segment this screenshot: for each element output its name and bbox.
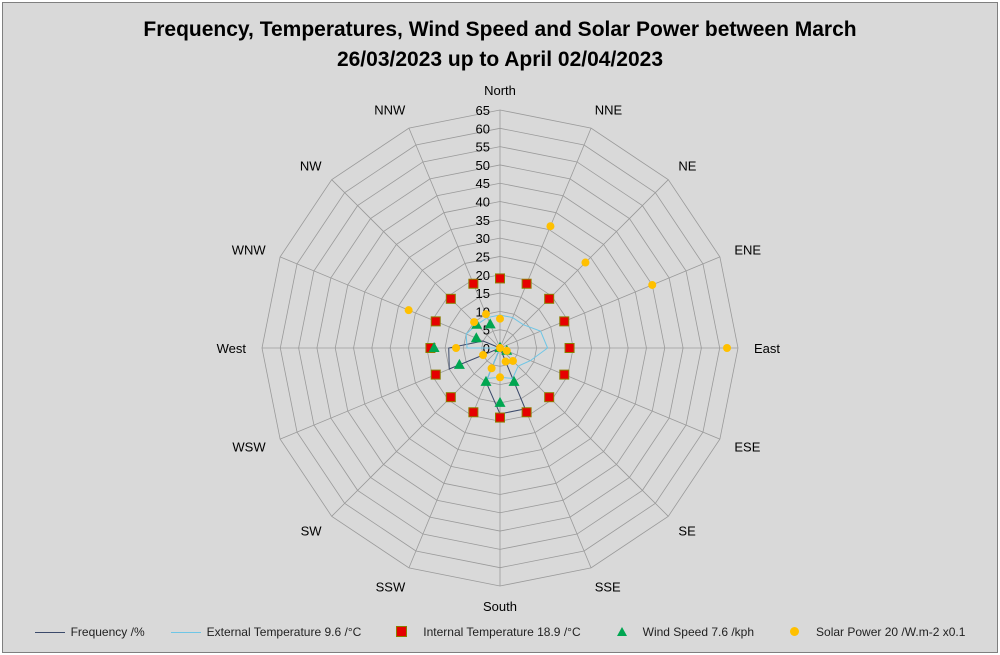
legend-label-wind-speed: Wind Speed 7.6 /kph bbox=[642, 625, 755, 639]
legend-label-internal-temperature: Internal Temperature 18.9 /°C bbox=[423, 625, 581, 639]
direction-label: NW bbox=[300, 159, 322, 174]
marker-wind-speed bbox=[453, 358, 465, 369]
radial-tick-label: 50 bbox=[476, 158, 490, 173]
marker-internal-temperature bbox=[495, 412, 505, 423]
legend-item-wind-speed: Wind Speed 7.6 /kph bbox=[607, 625, 754, 639]
direction-label: NNE bbox=[595, 103, 623, 118]
marker-solar-power bbox=[496, 344, 504, 352]
marker-solar-power bbox=[502, 346, 511, 355]
legend-label-frequency: Frequency /% bbox=[70, 625, 145, 639]
grid-spoke-1 bbox=[499, 127, 592, 349]
direction-label: WNW bbox=[232, 242, 267, 257]
radial-tick-label: 60 bbox=[476, 121, 490, 136]
legend-label-solar-power: Solar Power 20 /W.m-2 x0.1 bbox=[816, 625, 966, 639]
legend-label-external-temperature: External Temperature 9.6 /°C bbox=[206, 625, 362, 639]
legend-swatch-internal-temperature bbox=[387, 626, 417, 637]
marker-solar-power bbox=[581, 258, 590, 267]
grid-spoke-3 bbox=[499, 256, 721, 349]
marker-solar-power bbox=[723, 344, 732, 352]
marker-internal-temperature bbox=[430, 369, 441, 380]
marker-solar-power bbox=[508, 356, 517, 365]
marker-solar-power bbox=[452, 344, 461, 352]
direction-label: NE bbox=[678, 159, 696, 174]
marker-solar-power bbox=[481, 310, 490, 319]
marker-wind-speed bbox=[480, 375, 492, 386]
radial-tick-label: 15 bbox=[476, 286, 490, 301]
marker-solar-power bbox=[496, 314, 504, 323]
marker-internal-temperature bbox=[430, 316, 441, 327]
marker-internal-temperature bbox=[468, 278, 479, 289]
grid-spoke-10 bbox=[331, 347, 501, 517]
marker-wind-speed bbox=[484, 318, 496, 329]
direction-label: East bbox=[754, 341, 780, 356]
marker-internal-temperature bbox=[468, 407, 479, 418]
marker-internal-temperature bbox=[544, 392, 555, 403]
marker-internal-temperature bbox=[445, 392, 456, 403]
direction-label: WSW bbox=[232, 440, 266, 455]
marker-solar-power bbox=[648, 280, 657, 289]
marker-solar-power bbox=[496, 373, 504, 382]
marker-internal-temperature bbox=[521, 278, 532, 289]
marker-internal-temperature bbox=[559, 369, 570, 380]
marker-wind-speed bbox=[494, 396, 506, 407]
radial-tick-label: 5 bbox=[483, 323, 490, 338]
direction-label: ESE bbox=[734, 440, 760, 455]
marker-internal-temperature bbox=[521, 407, 532, 418]
grid-spoke-5 bbox=[499, 347, 721, 440]
radial-tick-label: 45 bbox=[476, 176, 490, 191]
marker-internal-temperature bbox=[564, 343, 575, 353]
series-line-1 bbox=[465, 314, 549, 380]
marker-wind-speed bbox=[470, 332, 482, 343]
legend-swatch-external-temperature bbox=[170, 627, 201, 637]
direction-label: ENE bbox=[734, 242, 761, 257]
grid-spoke-13 bbox=[279, 256, 501, 349]
marker-solar-power bbox=[479, 351, 488, 360]
marker-solar-power bbox=[487, 364, 496, 373]
radial-tick-label: 65 bbox=[476, 103, 490, 118]
marker-internal-temperature bbox=[559, 316, 570, 327]
radial-tick-label: 40 bbox=[476, 195, 490, 210]
radial-tick-label: 35 bbox=[476, 213, 490, 228]
marker-solar-power bbox=[470, 318, 479, 327]
legend-swatch-frequency bbox=[34, 627, 65, 637]
direction-label: SSE bbox=[595, 579, 621, 594]
legend-item-external-temperature: External Temperature 9.6 /°C bbox=[170, 625, 362, 639]
marker-internal-temperature bbox=[445, 293, 456, 304]
direction-label: West bbox=[217, 341, 247, 356]
chart-title-line1: Frequency, Temperatures, Wind Speed and … bbox=[143, 18, 857, 41]
legend-swatch-wind-speed bbox=[607, 627, 637, 637]
marker-wind-speed bbox=[508, 375, 520, 386]
direction-label: NNW bbox=[374, 103, 406, 118]
marker-solar-power bbox=[546, 222, 555, 231]
legend-item-internal-temperature: Internal Temperature 18.9 /°C bbox=[387, 625, 581, 639]
marker-internal-temperature bbox=[544, 293, 555, 304]
marker-wind-speed bbox=[428, 342, 440, 352]
legend-item-frequency: Frequency /% bbox=[34, 625, 145, 639]
marker-solar-power bbox=[404, 306, 413, 315]
radial-tick-label: 55 bbox=[476, 140, 490, 155]
chart-title: Frequency, Temperatures, Wind Speed and … bbox=[3, 15, 997, 75]
radial-tick-label: 20 bbox=[476, 268, 490, 283]
direction-label: North bbox=[484, 83, 516, 98]
chart-title-line2: 26/03/2023 up to April 02/04/2023 bbox=[336, 48, 664, 71]
legend-item-solar-power: Solar Power 20 /W.m-2 x0.1 bbox=[780, 625, 965, 639]
direction-label: SSW bbox=[376, 579, 406, 594]
legend-swatch-solar-power bbox=[780, 627, 810, 637]
direction-label: SW bbox=[301, 523, 323, 538]
radar-chart: 05101520253035404550556065NorthNNENEENEE… bbox=[217, 83, 781, 614]
marker-solar-power bbox=[501, 357, 510, 366]
chart-legend: Frequency /% External Temperature 9.6 /°… bbox=[3, 625, 997, 639]
radial-tick-label: 30 bbox=[476, 231, 490, 246]
radial-tick-label: 25 bbox=[476, 249, 490, 264]
grid-spoke-6 bbox=[499, 347, 669, 517]
direction-label: South bbox=[483, 599, 517, 614]
direction-label: SE bbox=[678, 523, 696, 538]
marker-internal-temperature bbox=[495, 273, 505, 284]
